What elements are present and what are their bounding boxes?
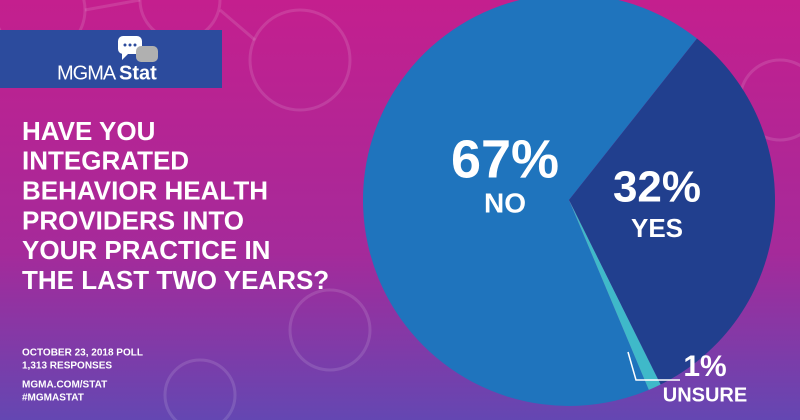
footer-text: #MGMASTAT <box>22 393 84 404</box>
pie-slice <box>569 38 775 385</box>
footer-text: MGMA.COM/STAT <box>22 380 107 391</box>
title-line: YOUR PRACTICE IN <box>22 235 270 265</box>
leader-line <box>627 351 680 381</box>
logo-suffix: Stat <box>119 62 157 84</box>
value-label: 67% <box>451 129 559 189</box>
value-label: 1% <box>683 350 726 383</box>
title-line: HAVE YOU <box>22 116 155 146</box>
footer-text: OCTOBER 23, 2018 POLL <box>22 348 143 359</box>
logo-bar <box>0 30 222 88</box>
footer-text: 1,313 RESPONSES <box>22 361 112 372</box>
logo-icon <box>118 36 158 62</box>
title-line: BEHAVIOR HEALTH <box>22 175 268 205</box>
title-line: INTEGRATED <box>22 146 189 176</box>
title-line: PROVIDERS INTO <box>22 205 244 235</box>
value-label: 32% <box>613 163 701 212</box>
category-label: YES <box>631 213 683 243</box>
pie-slice <box>569 200 661 390</box>
logo-brand: MGMA <box>57 62 117 84</box>
pie-slice <box>363 0 697 406</box>
category-label: UNSURE <box>663 384 747 406</box>
category-label: NO <box>484 187 526 218</box>
pie <box>363 0 775 406</box>
title-line: THE LAST TWO YEARS? <box>22 265 329 295</box>
